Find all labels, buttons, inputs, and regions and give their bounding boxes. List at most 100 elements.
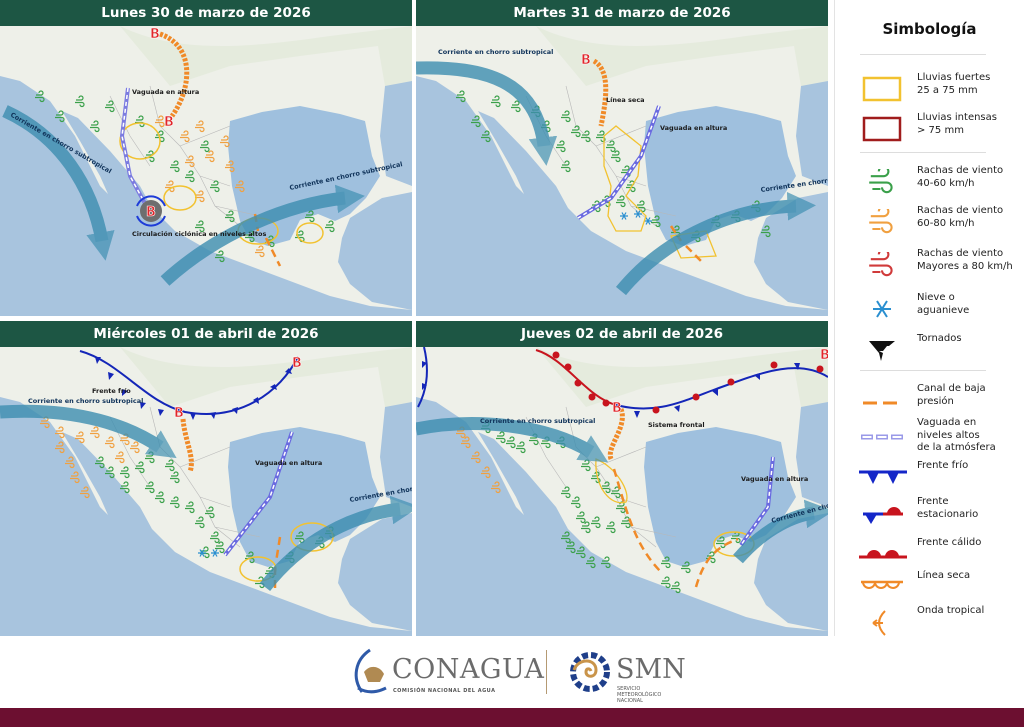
snowflake-icon [620,212,628,220]
map-panel-thursday: Jueves 02 de abril de 2026 B B Sistema f… [416,321,828,637]
wind-gust-icon [461,436,471,449]
svg-text:B: B [146,205,156,220]
forecast-map: B B Frente frío Vaguada en altura Corrie… [0,347,412,637]
legend-item: Línea seca [835,570,1024,606]
wind-gust-icon [581,521,591,534]
vaguada-label: Vaguada en altura [741,475,808,483]
wind-gust-icon [75,95,85,108]
map-panel-wednesday: Miércoles 01 de abril de 2026 B B Frente… [0,321,412,637]
heavy-rain-area [119,122,161,160]
svg-text:B: B [581,53,591,68]
conagua-logo: CONAGUA [392,654,545,685]
legend-item: Rachas de viento Mayores a 80 km/h [835,248,1024,284]
svg-text:B: B [174,406,184,421]
wind-gust-icon [581,130,591,143]
wind-gust-icon [200,140,210,153]
legend-label: Tornados [917,333,962,344]
wind-gust-icon [255,245,265,258]
wind-gust-icon [325,220,335,233]
svg-text:B: B [612,401,622,416]
wind-gust-icon [120,466,130,479]
jet-stream-arrow [160,184,365,286]
legend-label: Nieve o aguanieve [917,292,970,316]
wind-gust-icon [481,466,491,479]
wind-gust-icon [180,130,190,143]
legend-label: Rachas de viento Mayores a 80 km/h [917,248,1013,272]
jet-stream-arrow [733,499,828,564]
forecast-map: B Línea seca Vaguada en altura Corriente… [416,26,828,316]
cold-front [79,350,299,415]
snowflake-icon [198,549,206,557]
panel-title: Miércoles 01 de abril de 2026 [0,321,412,347]
wind-gust-icon [245,551,255,564]
wind-gust-icon [215,541,225,554]
wind-gust-icon [185,501,195,514]
wind-gust-icon [170,160,180,173]
wind-gust-icon [491,481,501,494]
jet-stream-arrow [416,61,558,166]
wind-gust-icon [225,160,235,173]
legend-item: Frente estacionario [835,496,1024,532]
smn-logo: SMN [616,654,686,685]
wind-gust-icon [90,426,100,439]
wind-gust-icon [90,120,100,133]
wind-gust-icon [561,110,571,123]
legend-item: Lluvias intensas > 75 mm [835,112,1024,148]
wind-gust-icon [130,441,140,454]
legend-label: Canal de baja presión [917,383,986,407]
wind-gust-icon [706,551,716,564]
legend-label: Frente frío [917,460,969,471]
frontal-system-label: Sistema frontal [648,421,705,429]
jet-stream-arrow [615,191,817,296]
wind-gust-icon [576,546,586,559]
wind-gust-icon [95,456,105,469]
wind-gust-icon [185,170,195,183]
vaguada-label: Vaguada en altura [255,459,322,467]
wind-gust-icon [596,130,606,143]
wind-gust-icon [471,115,481,128]
wind-gust-icon [556,140,566,153]
wind-gust-icon [70,471,80,484]
tropical-wave-icon [872,610,886,636]
wind-gust-icon [661,556,671,569]
wind-gust-icon [571,125,581,138]
wind-gust-icon [135,461,145,474]
legend-label: Frente cálido [917,537,982,548]
wind-gust-icon [731,531,741,544]
wind-gust-icon [305,210,315,223]
wind-gust-icon [591,516,601,529]
panel-title: Martes 31 de marzo de 2026 [416,0,828,26]
wind-gust-icon [869,252,893,277]
wind-gust-icon [471,451,481,464]
cyclonic-label: Circulación ciclónica en niveles altos [132,230,266,238]
legend-item: Nieve o aguanieve [835,292,1024,328]
wind-gust-icon [481,130,491,143]
wind-gust-icon [661,576,671,589]
tornado-icon [869,341,895,361]
vaguada-label: Vaguada en altura [660,124,727,132]
wind-gust-icon [586,556,596,569]
legend-item: Frente cálido [835,537,1024,573]
wind-gust-icon [611,150,621,163]
wind-gust-icon [561,531,571,544]
wind-gust-icon [576,511,586,524]
map-panel-monday: Lunes 30 de marzo de 2026 B B B Vaguada … [0,0,412,316]
heavy-rain-area [603,125,647,232]
cold-front [417,347,428,408]
wind-gust-icon [35,90,45,103]
dry-line-label: Línea seca [606,96,645,104]
wind-gust-icon [120,481,130,494]
svg-text:B: B [292,356,302,371]
wind-gust-icon [716,536,726,549]
cold-front-icon [859,470,907,484]
svg-text:B: B [150,27,160,42]
wind-gust-icon [105,436,115,449]
wind-gust-icon [561,160,571,173]
upper-trough-icon [861,434,903,440]
wind-gust-icon [55,441,65,454]
wind-gust-icon [105,466,115,479]
panel-title: Jueves 02 de abril de 2026 [416,321,828,347]
wind-gust-icon [869,209,893,234]
wind-gust-icon [516,441,526,454]
wind-gust-icon [235,180,245,193]
